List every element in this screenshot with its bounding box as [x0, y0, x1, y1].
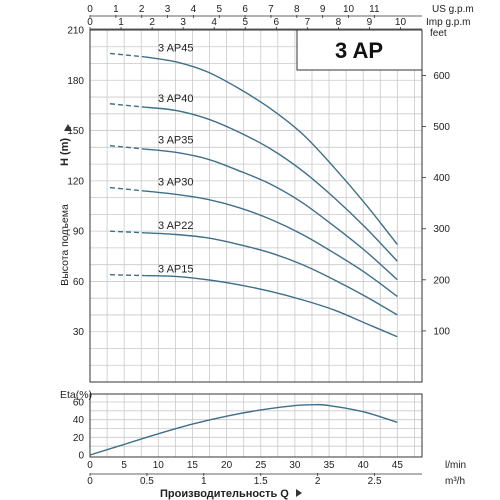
eta-y-tick-label: 60 [73, 398, 85, 409]
head-curve-line [144, 232, 398, 316]
us-gpm-tick-label: 1 [113, 4, 119, 15]
us-gpm-tick-label: 4 [191, 4, 197, 15]
efficiency-plot-grid [90, 394, 422, 457]
us-gpm-tick-label: 7 [268, 4, 274, 15]
feet-tick-label: 100 [433, 326, 450, 337]
head-curve-line [144, 148, 398, 281]
imp-gpm-tick-label: 7 [305, 17, 311, 28]
feet-unit-label: feet [430, 28, 447, 39]
y-tick-label: 120 [67, 176, 84, 187]
us-gpm-tick-label: 10 [343, 4, 355, 15]
head-curves: 3 AP45 3 AP40 3 AP35 3 AP30 3 AP22 3 AP15 [109, 42, 398, 338]
head-curve-label: 3 AP40 [158, 93, 193, 105]
lmin-tick-label: 20 [221, 460, 233, 471]
head-curve-dashed-segment [109, 186, 145, 192]
imp-gpm-tick-label: 9 [367, 17, 373, 28]
head-curve-dashed-segment [109, 144, 145, 150]
feet-tick-label: 600 [433, 71, 450, 82]
head-curve-line [144, 56, 398, 245]
y-axis-arrow-icon [64, 124, 72, 131]
head-curve-label: 3 AP45 [158, 42, 193, 54]
imp-gpm-tick-label: 5 [242, 17, 248, 28]
m3h-tick-label: 2.5 [368, 476, 382, 487]
m3h-tick-label: 1.5 [254, 476, 268, 487]
m3h-tick-label: 0 [87, 476, 93, 487]
us-gpm-tick-label: 8 [294, 4, 300, 15]
efficiency-axis-title: Eta(%) [60, 389, 92, 401]
y-tick-label: 150 [67, 126, 84, 137]
head-curve-label: 3 AP22 [158, 220, 193, 232]
feet-tick-label: 300 [433, 224, 450, 235]
x-axis-arrow-icon [296, 489, 302, 497]
feet-tick-label: 500 [433, 122, 450, 133]
m3h-unit-label: m³/h [445, 476, 465, 487]
imp-gpm-unit-label: Imp g.p.m [426, 17, 470, 28]
eta-y-tick-label: 0 [78, 451, 84, 462]
lmin-tick-label: 45 [392, 460, 404, 471]
us-gpm-tick-label: 9 [320, 4, 326, 15]
head-curve-line [144, 106, 398, 262]
feet-tick-label: 400 [433, 173, 450, 184]
y-tick-label: 210 [67, 26, 84, 37]
head-curve-dashed-segment [109, 274, 145, 277]
imp-gpm-tick-label: 4 [211, 17, 217, 28]
feet-tick-label: 200 [433, 275, 450, 286]
y-axis-unit-title: H (m) [59, 138, 71, 166]
y-axis-title: Высота подъема [59, 204, 71, 286]
eta-y-tick-label: 20 [73, 433, 85, 444]
imp-gpm-tick-label: 2 [149, 17, 155, 28]
head-curve-dashed-segment [109, 230, 145, 234]
us-gpm-tick-label: 11 [369, 4, 380, 15]
head-curve-line [144, 190, 398, 298]
imp-gpm-tick-label: 8 [336, 17, 342, 28]
efficiency-curve-line [89, 403, 398, 456]
m3h-tick-label: 1 [201, 476, 207, 487]
head-curve-line [144, 274, 398, 338]
lmin-tick-label: 15 [187, 460, 199, 471]
us-gpm-tick-label: 5 [216, 4, 222, 15]
m3h-tick-label: 2 [315, 476, 321, 487]
efficiency-curve [89, 403, 398, 456]
lmin-tick-label: 10 [153, 460, 165, 471]
lmin-tick-label: 40 [358, 460, 370, 471]
imp-gpm-tick-label: 0 [87, 17, 93, 28]
head-curve-dashed-segment [109, 52, 145, 58]
us-gpm-unit-label: US g.p.m [432, 4, 474, 15]
head-curve-label: 3 AP35 [158, 135, 193, 147]
model-title-box [296, 29, 423, 71]
imp-gpm-tick-label: 1 [118, 17, 124, 28]
head-curve-dashed-segment [109, 103, 145, 108]
x-axis-title: Производительность Q [160, 488, 289, 500]
lmin-tick-label: 0 [87, 460, 93, 471]
us-gpm-tick-label: 0 [87, 4, 93, 15]
main-plot-frame [89, 29, 423, 383]
head-curve-label: 3 AP30 [158, 177, 193, 189]
imp-gpm-tick-label: 6 [274, 17, 280, 28]
m3h-tick-label: 0.5 [140, 476, 154, 487]
us-gpm-tick-label: 6 [242, 4, 248, 15]
lmin-tick-label: 35 [323, 460, 335, 471]
y-tick-label: 180 [67, 76, 84, 87]
us-gpm-tick-label: 3 [165, 4, 171, 15]
y-tick-label: 90 [73, 227, 85, 238]
eta-y-tick-label: 40 [73, 415, 85, 426]
imp-gpm-tick-label: 3 [180, 17, 186, 28]
us-gpm-tick-label: 2 [139, 4, 145, 15]
lmin-unit-label: l/min [445, 460, 466, 471]
main-plot-grid [90, 30, 422, 382]
lmin-tick-label: 5 [121, 460, 127, 471]
lmin-tick-label: 30 [289, 460, 301, 471]
efficiency-plot-frame [89, 393, 423, 458]
head-curve-label: 3 AP15 [158, 264, 193, 276]
y-tick-label: 30 [73, 327, 85, 338]
lmin-tick-label: 25 [255, 460, 267, 471]
imp-gpm-tick-label: 10 [395, 17, 407, 28]
y-tick-label: 60 [73, 277, 85, 288]
model-title: 3 AP [335, 38, 383, 63]
